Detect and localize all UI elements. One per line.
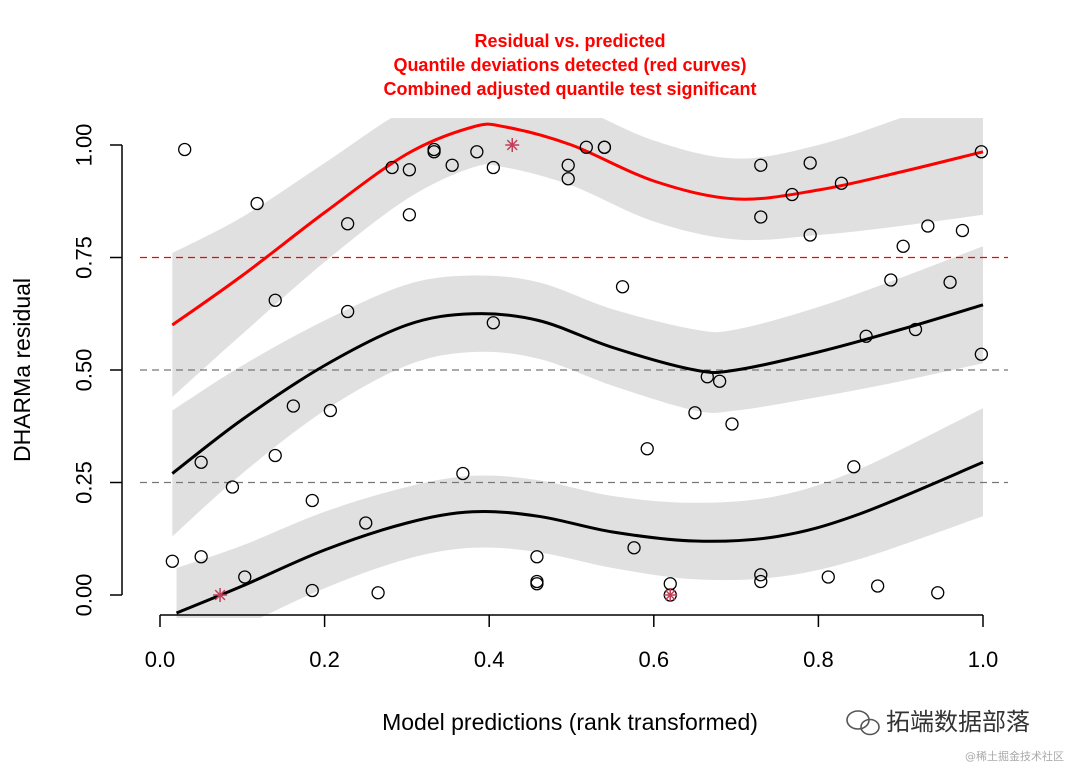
title-line-3: Combined adjusted quantile test signific… bbox=[383, 79, 756, 99]
residual-point bbox=[871, 579, 885, 593]
residual-point bbox=[785, 187, 799, 202]
residual-point bbox=[627, 541, 641, 555]
residual-point bbox=[268, 448, 282, 463]
residual-point bbox=[943, 275, 957, 289]
band-q0.5 bbox=[172, 246, 984, 537]
watermark: 拓端数据部落 @稀土掘金技术社区 bbox=[846, 708, 1064, 763]
residual-point bbox=[754, 210, 768, 224]
x-tick-label: 0.2 bbox=[309, 647, 340, 672]
residual-point bbox=[712, 374, 727, 388]
chart-title: Residual vs. predicted Quantile deviatio… bbox=[383, 31, 756, 99]
outlier-points bbox=[213, 138, 678, 602]
residual-point bbox=[305, 583, 319, 598]
residual-point bbox=[754, 568, 768, 582]
residual-point bbox=[700, 370, 714, 384]
quantile-curves bbox=[171, 122, 984, 615]
residual-point bbox=[340, 217, 355, 231]
x-axis-ticks: 0.0 0.2 0.4 0.6 0.8 1.0 bbox=[145, 615, 999, 672]
residual-point bbox=[178, 142, 192, 157]
residual-point bbox=[974, 347, 989, 361]
residual-point bbox=[974, 145, 989, 159]
residual-point bbox=[445, 158, 459, 172]
residual-point bbox=[803, 156, 817, 170]
residual-point bbox=[385, 160, 399, 175]
residual-point bbox=[165, 554, 179, 568]
residual-point bbox=[640, 442, 654, 456]
confidence-bands bbox=[172, 118, 984, 618]
quantile-curve-q0.75 bbox=[171, 122, 984, 327]
residual-point bbox=[859, 329, 873, 343]
residual-point bbox=[561, 158, 575, 172]
x-tick-label: 0.6 bbox=[639, 647, 670, 672]
residual-point bbox=[486, 160, 500, 175]
residual-point bbox=[402, 163, 417, 177]
residual-point bbox=[268, 293, 282, 307]
quantile-curve-q0.5 bbox=[171, 303, 984, 475]
residual-point bbox=[821, 570, 835, 584]
residual-point bbox=[921, 219, 935, 233]
residual-point bbox=[427, 145, 441, 159]
y-tick-label: 0.25 bbox=[72, 461, 97, 504]
y-tick-label: 0.75 bbox=[72, 236, 97, 279]
residual-point bbox=[238, 570, 252, 584]
residual-point bbox=[754, 158, 768, 172]
residual-point bbox=[688, 406, 702, 420]
watermark-main: 拓端数据部落 bbox=[886, 708, 1030, 736]
residual-point bbox=[615, 280, 630, 294]
residual-point bbox=[847, 460, 861, 474]
residual-point bbox=[486, 316, 500, 330]
residual-point bbox=[470, 145, 484, 159]
residual-point bbox=[250, 196, 264, 211]
y-tick-label: 0.00 bbox=[72, 574, 97, 617]
wechat-icon bbox=[846, 710, 880, 736]
x-tick-label: 0.8 bbox=[803, 647, 834, 672]
y-axis-ticks: 0.00 0.25 0.50 0.75 1.00 bbox=[72, 124, 122, 617]
outlier-point bbox=[663, 588, 678, 602]
y-axis-label: DHARMa residual bbox=[9, 278, 35, 462]
x-tick-label: 0.0 bbox=[145, 647, 176, 672]
residual-point bbox=[955, 223, 970, 238]
x-axis-label: Model predictions (rank transformed) bbox=[382, 709, 758, 735]
residual-point bbox=[323, 403, 338, 418]
residual-point bbox=[803, 228, 817, 242]
residual-point bbox=[340, 304, 355, 319]
reference-lines bbox=[140, 256, 1008, 484]
residual-point bbox=[530, 577, 544, 591]
residual-point bbox=[194, 455, 208, 469]
residual-point bbox=[754, 574, 768, 589]
outlier-point bbox=[505, 138, 520, 152]
residual-point bbox=[359, 516, 373, 530]
residual-point bbox=[286, 399, 300, 413]
outlier-point bbox=[213, 588, 228, 602]
x-tick-label: 0.4 bbox=[474, 647, 505, 672]
title-line-1: Residual vs. predicted bbox=[474, 31, 665, 51]
residual-point bbox=[908, 322, 923, 337]
axes: 0.0 0.2 0.4 0.6 0.8 1.0 0.00 0.25 0.50 0.75 1.00 bbox=[72, 124, 999, 672]
band-q0.75 bbox=[172, 118, 983, 397]
residual-point bbox=[884, 273, 898, 287]
residual-point bbox=[530, 550, 544, 564]
residual-point bbox=[834, 176, 849, 190]
residual-point bbox=[305, 493, 319, 508]
watermark-sub: @稀土掘金技术社区 bbox=[965, 749, 1064, 763]
band-q0.25 bbox=[176, 408, 983, 618]
x-tick-label: 1.0 bbox=[968, 647, 999, 672]
y-tick-label: 1.00 bbox=[72, 124, 97, 167]
residual-point bbox=[597, 140, 612, 154]
quantile-curve-q0.25 bbox=[175, 460, 984, 615]
y-tick-label: 0.50 bbox=[72, 349, 97, 392]
residual-point bbox=[663, 577, 677, 591]
residual-point bbox=[456, 466, 470, 481]
residual-point bbox=[896, 239, 910, 253]
residual-point bbox=[725, 417, 739, 431]
title-line-2: Quantile deviations detected (red curves… bbox=[393, 55, 746, 75]
residual-point bbox=[194, 550, 208, 564]
residual-point bbox=[931, 586, 945, 600]
residual-point bbox=[225, 480, 240, 494]
residual-point bbox=[371, 586, 385, 600]
residual-point bbox=[579, 140, 593, 154]
residual-point bbox=[561, 172, 575, 186]
residual-point bbox=[402, 208, 417, 222]
